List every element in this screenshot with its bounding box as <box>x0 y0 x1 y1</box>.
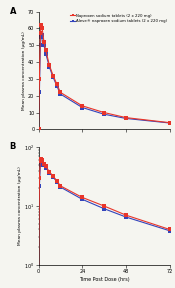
Naproxen sodium tablets (2 x 220 mg) <box>125 116 127 119</box>
Naproxen sodium tablets (2 x 220 mg) <box>38 77 40 81</box>
X-axis label: Time Post Dose (hrs): Time Post Dose (hrs) <box>79 277 130 282</box>
Aleve® naproxen sodium tablets (2 x 220 mg) <box>37 127 40 130</box>
Aleve® naproxen sodium tablets (2 x 220 mg) <box>59 92 61 96</box>
Naproxen sodium tablets (2 x 220 mg) <box>45 48 47 52</box>
Naproxen sodium tablets (2 x 220 mg) <box>56 82 58 86</box>
Text: A: A <box>10 7 16 16</box>
Aleve® naproxen sodium tablets (2 x 220 mg) <box>39 43 41 47</box>
Naproxen sodium tablets (2 x 220 mg) <box>39 32 41 35</box>
Naproxen sodium tablets (2 x 220 mg) <box>37 127 40 130</box>
Aleve® naproxen sodium tablets (2 x 220 mg) <box>41 33 43 37</box>
Aleve® naproxen sodium tablets (2 x 220 mg) <box>40 35 42 39</box>
Naproxen sodium tablets (2 x 220 mg) <box>41 26 43 30</box>
Aleve® naproxen sodium tablets (2 x 220 mg) <box>45 52 47 55</box>
Aleve® naproxen sodium tablets (2 x 220 mg) <box>125 117 127 120</box>
Naproxen sodium tablets (2 x 220 mg) <box>59 91 61 94</box>
Naproxen sodium tablets (2 x 220 mg) <box>169 121 171 124</box>
Text: B: B <box>10 142 16 151</box>
Line: Aleve® naproxen sodium tablets (2 x 220 mg): Aleve® naproxen sodium tablets (2 x 220 … <box>37 33 172 130</box>
Aleve® naproxen sodium tablets (2 x 220 mg) <box>103 113 105 116</box>
Line: Naproxen sodium tablets (2 x 220 mg): Naproxen sodium tablets (2 x 220 mg) <box>37 23 172 130</box>
Naproxen sodium tablets (2 x 220 mg) <box>103 111 105 114</box>
Aleve® naproxen sodium tablets (2 x 220 mg) <box>81 106 83 109</box>
Y-axis label: Mean plasma concentration (µg/mL): Mean plasma concentration (µg/mL) <box>18 167 22 245</box>
Naproxen sodium tablets (2 x 220 mg) <box>43 40 45 43</box>
Aleve® naproxen sodium tablets (2 x 220 mg) <box>56 84 58 87</box>
Aleve® naproxen sodium tablets (2 x 220 mg) <box>52 75 54 79</box>
Legend: Naproxen sodium tablets (2 x 220 mg), Aleve® naproxen sodium tablets (2 x 220 mg: Naproxen sodium tablets (2 x 220 mg), Al… <box>70 14 168 23</box>
Naproxen sodium tablets (2 x 220 mg) <box>52 74 54 77</box>
Naproxen sodium tablets (2 x 220 mg) <box>40 23 42 27</box>
Naproxen sodium tablets (2 x 220 mg) <box>48 64 50 67</box>
Naproxen sodium tablets (2 x 220 mg) <box>81 104 83 107</box>
Aleve® naproxen sodium tablets (2 x 220 mg) <box>38 91 40 94</box>
Aleve® naproxen sodium tablets (2 x 220 mg) <box>169 121 171 125</box>
Aleve® naproxen sodium tablets (2 x 220 mg) <box>43 43 45 47</box>
Aleve® naproxen sodium tablets (2 x 220 mg) <box>48 65 50 69</box>
Y-axis label: Mean plasma concentration (µg/mL): Mean plasma concentration (µg/mL) <box>22 31 26 110</box>
